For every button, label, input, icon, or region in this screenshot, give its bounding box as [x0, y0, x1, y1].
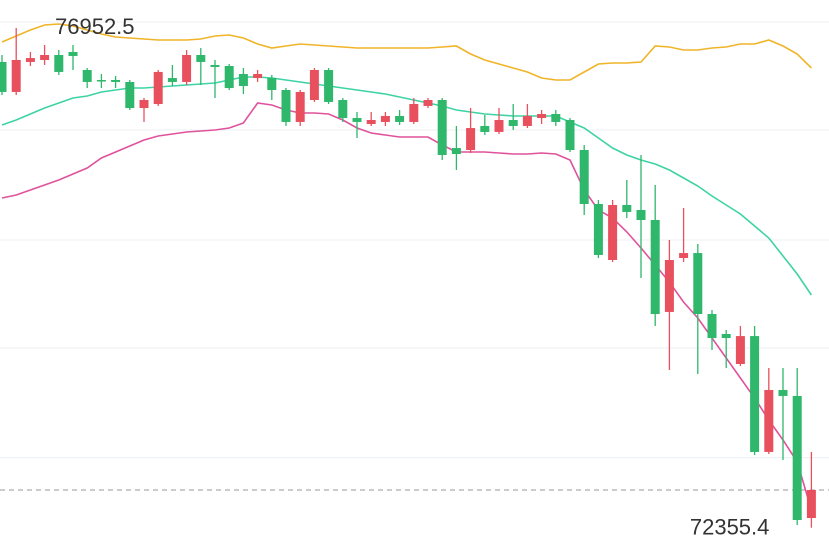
candle-body	[451, 148, 461, 155]
band-line	[1, 23, 812, 81]
candle-body	[679, 253, 689, 259]
max-label: 76952.5	[55, 14, 135, 39]
candle-body	[579, 149, 589, 205]
candle-body	[267, 78, 277, 90]
grid	[0, 21, 829, 491]
band-line	[1, 76, 813, 296]
candle-body	[721, 334, 731, 339]
candle-body	[565, 119, 575, 150]
candle-body	[167, 78, 177, 82]
band-line	[1, 102, 813, 511]
candle-body	[750, 336, 760, 452]
candle-body	[409, 104, 419, 122]
candle-body	[238, 74, 248, 86]
candle-body	[281, 89, 291, 122]
candles	[0, 27, 816, 528]
candle-body	[792, 395, 802, 520]
candle-body	[608, 204, 618, 260]
candle-body	[224, 65, 234, 89]
candle-body	[96, 79, 106, 82]
candle-body	[537, 114, 547, 119]
candle-body	[480, 125, 490, 132]
candle-body	[68, 51, 78, 56]
candle-body	[338, 99, 348, 119]
candle-body	[11, 59, 21, 92]
candle-body	[253, 74, 263, 79]
candle-body	[82, 69, 92, 82]
candle-body	[650, 219, 660, 315]
candle-body	[466, 128, 476, 150]
candle-body	[380, 115, 390, 122]
candle-body	[111, 79, 121, 82]
candle-body	[395, 115, 405, 122]
candle-body	[139, 99, 149, 109]
candle-body	[54, 54, 64, 72]
candle-body	[309, 69, 319, 100]
candle-body	[522, 115, 532, 126]
candle-body	[636, 209, 646, 220]
candle-body	[324, 69, 334, 102]
candle-body	[366, 119, 376, 125]
bands	[1, 23, 813, 511]
candle-body	[182, 54, 192, 82]
candle-body	[764, 389, 774, 452]
candle-body	[593, 204, 603, 255]
candle-body	[210, 64, 220, 67]
candle-body	[437, 99, 447, 155]
candle-body	[806, 489, 816, 519]
candle-body	[494, 119, 504, 132]
candle-body	[125, 81, 135, 109]
candle-body	[693, 253, 703, 315]
candle-body	[508, 119, 518, 126]
min-label: 72355.4	[690, 514, 770, 539]
candle-body	[196, 54, 206, 62]
candle-body	[664, 259, 674, 312]
candle-body	[352, 118, 362, 122]
candle-body	[551, 114, 561, 122]
candle-body	[0, 61, 7, 92]
candle-body	[153, 71, 163, 105]
candle-body	[25, 58, 35, 62]
candle-body	[778, 389, 788, 396]
candle-body	[40, 54, 50, 60]
candle-body	[735, 336, 745, 365]
labels: 76952.5 72355.4	[55, 14, 769, 540]
candle-body	[707, 314, 717, 339]
candle-body	[295, 91, 305, 122]
candle-body	[423, 99, 433, 106]
candle-body	[622, 204, 632, 212]
